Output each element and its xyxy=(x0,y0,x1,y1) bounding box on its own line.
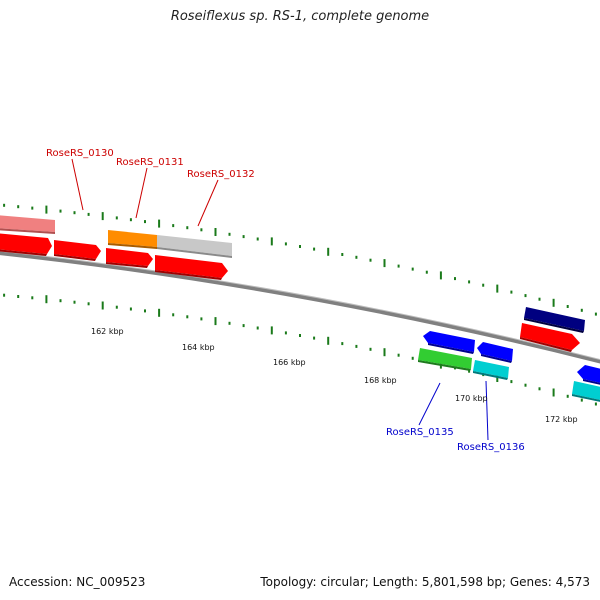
gene-label-0132[interactable]: RoseRS_0132 xyxy=(187,169,255,180)
gene-feature-roseRS-0131[interactable] xyxy=(108,230,157,249)
genome-summary-text: Topology: circular; Length: 5,801,598 bp… xyxy=(260,575,590,589)
gene-feature-cyan-2[interactable] xyxy=(572,381,600,404)
gene-feature-blue-2[interactable] xyxy=(477,342,513,363)
gene-feature-roseRS-0136[interactable] xyxy=(473,360,509,380)
kbp-label: 162 kbp xyxy=(91,327,124,336)
kbp-labels: 162 kbp 164 kbp 166 kbp 168 kbp 170 kbp … xyxy=(91,327,578,424)
outer-tick-row xyxy=(3,203,597,316)
gene-label-0131[interactable]: RoseRS_0131 xyxy=(116,157,184,168)
gene-label-0136[interactable]: RoseRS_0136 xyxy=(457,442,525,453)
gene-feature-navy[interactable] xyxy=(524,307,585,333)
gene-label-0135[interactable]: RoseRS_0135 xyxy=(386,427,454,438)
inner-tick-row xyxy=(3,293,597,406)
gene-label-0130[interactable]: RoseRS_0130 xyxy=(46,148,114,159)
gene-feature-upstream-red[interactable] xyxy=(0,233,52,256)
kbp-label: 168 kbp xyxy=(364,376,397,385)
reverse-features xyxy=(418,331,600,404)
gene-feature-red-3[interactable] xyxy=(106,248,153,268)
gene-labels: RoseRS_0130 RoseRS_0131 RoseRS_0132 Rose… xyxy=(46,148,525,453)
gene-feature-roseRS-0135[interactable] xyxy=(418,348,472,371)
kbp-label: 166 kbp xyxy=(273,358,306,367)
gene-feature-roseRS-0130[interactable] xyxy=(0,215,55,234)
accession-text: Accession: NC_009523 xyxy=(9,575,146,589)
gene-feature-blue-1[interactable] xyxy=(423,331,475,354)
gene-feature-red-5[interactable] xyxy=(520,323,580,352)
gene-feature-red-2[interactable] xyxy=(54,240,101,261)
forward-features xyxy=(0,215,585,352)
kbp-label: 170 kbp xyxy=(455,394,488,403)
map-title: Roseiflexus sp. RS-1, complete genome xyxy=(170,9,430,24)
label-leaders xyxy=(71,158,489,441)
kbp-label: 172 kbp xyxy=(545,415,578,424)
gene-feature-roseRS-0132[interactable] xyxy=(157,235,232,258)
genome-backbone xyxy=(0,251,600,364)
gene-feature-red-4[interactable] xyxy=(155,255,228,280)
kbp-label: 164 kbp xyxy=(182,343,215,352)
gene-feature-blue-3[interactable] xyxy=(577,365,600,387)
